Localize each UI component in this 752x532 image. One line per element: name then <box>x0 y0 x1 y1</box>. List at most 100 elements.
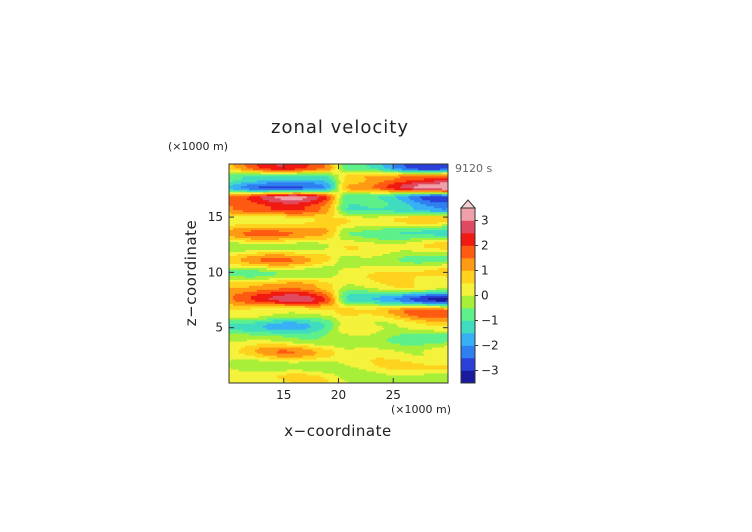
field-cell <box>256 365 260 368</box>
field-cell <box>276 347 280 350</box>
field-cell <box>276 325 280 328</box>
field-cell <box>288 371 292 374</box>
field-cell <box>314 309 317 312</box>
field-cell <box>344 367 347 370</box>
field-cell <box>354 299 357 302</box>
field-cell <box>436 307 439 310</box>
field-cell <box>248 331 252 334</box>
field-cell <box>264 339 268 342</box>
field-cell <box>238 327 242 330</box>
field-cell <box>266 335 270 338</box>
field-cell <box>368 337 371 340</box>
field-cell <box>428 349 431 352</box>
field-cell <box>400 363 403 366</box>
field-cell <box>346 323 349 326</box>
field-cell <box>398 337 401 340</box>
field-cell <box>394 323 397 326</box>
field-cell <box>302 333 306 336</box>
field-cell <box>424 355 427 358</box>
field-cell <box>422 295 425 298</box>
field-cell <box>424 343 427 346</box>
field-cell <box>400 333 403 336</box>
field-cell <box>288 319 292 322</box>
field-cell <box>324 355 327 358</box>
field-cell <box>372 349 375 352</box>
field-cell <box>322 323 325 326</box>
field-cell <box>358 315 361 318</box>
field-cell <box>262 375 266 378</box>
field-cell <box>326 321 329 324</box>
field-cell <box>416 339 419 342</box>
field-cell <box>252 359 256 362</box>
field-cell <box>364 337 367 340</box>
field-cell <box>430 377 433 380</box>
field-cell <box>368 299 371 302</box>
field-cell <box>246 373 250 376</box>
field-cell <box>368 303 371 306</box>
field-cell <box>296 317 300 320</box>
field-cell <box>312 327 316 330</box>
field-cell <box>408 327 411 330</box>
field-cell <box>362 293 365 296</box>
field-cell <box>400 371 403 374</box>
field-cell <box>354 327 357 330</box>
field-cell <box>300 307 304 310</box>
field-cell <box>350 327 353 330</box>
field-cell <box>266 303 270 306</box>
field-cell <box>400 373 403 376</box>
field-cell <box>442 309 445 312</box>
field-cell <box>250 315 254 318</box>
field-cell <box>296 359 300 362</box>
field-cell <box>254 355 258 358</box>
field-cell <box>378 351 381 354</box>
field-cell <box>414 353 417 356</box>
field-cell <box>352 307 355 310</box>
field-cell <box>426 355 429 358</box>
field-cell <box>414 377 417 380</box>
field-cell <box>240 337 244 340</box>
field-cell <box>372 353 375 356</box>
field-cell <box>404 293 407 296</box>
field-cell <box>424 359 427 362</box>
field-cell <box>296 347 300 350</box>
field-cell <box>420 317 423 320</box>
field-cell <box>316 357 319 360</box>
field-cell <box>380 379 383 382</box>
field-cell <box>278 347 282 350</box>
field-cell <box>390 323 393 326</box>
field-cell <box>408 345 411 348</box>
field-cell <box>234 295 238 298</box>
field-cell <box>376 293 379 296</box>
field-cell <box>348 363 351 366</box>
field-cell <box>316 333 319 336</box>
field-cell <box>388 329 391 332</box>
field-cell <box>380 327 383 330</box>
field-cell <box>242 349 246 352</box>
field-cell <box>324 371 327 374</box>
field-cell <box>356 345 359 348</box>
field-cell <box>314 349 317 352</box>
field-cell <box>258 371 262 374</box>
field-cell <box>398 309 401 312</box>
field-cell <box>290 345 294 348</box>
field-cell <box>326 317 329 320</box>
field-cell <box>442 317 445 320</box>
field-cell <box>400 311 403 314</box>
field-cell <box>354 339 357 342</box>
field-cell <box>412 313 415 316</box>
field-cell <box>236 361 240 364</box>
field-cell <box>284 313 288 316</box>
field-cell <box>374 301 377 304</box>
field-cell <box>408 367 411 370</box>
field-cell <box>340 355 343 358</box>
field-cell <box>350 301 353 304</box>
field-cell <box>446 345 449 348</box>
field-cell <box>306 297 310 300</box>
field-cell <box>344 301 347 304</box>
field-cell <box>312 375 316 378</box>
field-cell <box>438 335 441 338</box>
field-cell <box>430 357 433 360</box>
field-cell <box>308 345 312 348</box>
field-cell <box>342 337 345 340</box>
field-cell <box>290 311 294 314</box>
